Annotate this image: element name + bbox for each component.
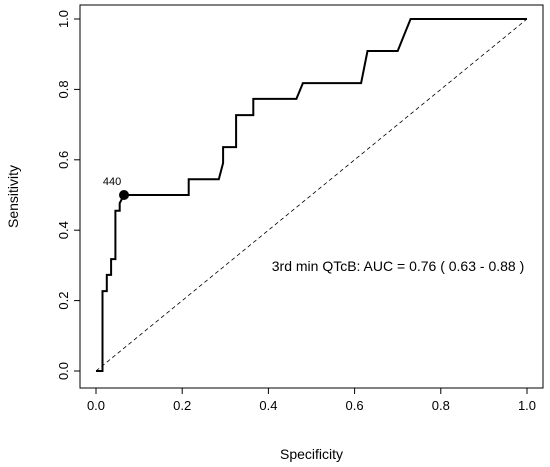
y-tick-label: 0.2 xyxy=(56,292,71,310)
roc-curve-group xyxy=(96,18,527,372)
y-tick-label: 0.6 xyxy=(56,151,71,169)
x-axis-label: Specificity xyxy=(280,446,343,462)
x-tick-label: 0.4 xyxy=(259,398,277,413)
x-tick-label: 1.0 xyxy=(518,398,536,413)
x-tick-label: 0.8 xyxy=(432,398,450,413)
y-tick-label: 0.4 xyxy=(56,221,71,239)
y-axis-label: Sensitivity xyxy=(5,165,21,228)
reference-diagonal-line xyxy=(95,18,528,372)
reference-diagonal-group xyxy=(95,18,528,372)
x-tick-label: 0.6 xyxy=(346,398,364,413)
x-tick-label: 0.2 xyxy=(173,398,191,413)
x-axis: 0.0 0.2 0.4 0.6 0.8 1.0 xyxy=(87,387,536,413)
highlight-point-group xyxy=(119,190,130,200)
x-tick-label: 0.0 xyxy=(87,398,105,413)
plot-area xyxy=(79,4,544,389)
plot-border xyxy=(79,4,544,389)
auc-annotation: 3rd min QTcB: AUC = 0.76 ( 0.63 - 0.88 ) xyxy=(272,258,525,274)
y-axis: 0.0 0.2 0.4 0.6 0.8 1.0 xyxy=(56,10,81,380)
highlight-point-marker xyxy=(119,190,130,200)
highlight-point-label: 440 xyxy=(103,176,121,188)
y-tick-label: 0.8 xyxy=(56,80,71,98)
y-tick-label: 1.0 xyxy=(56,10,71,28)
roc-curve-line xyxy=(96,18,527,372)
y-tick-label: 0.0 xyxy=(56,362,71,380)
